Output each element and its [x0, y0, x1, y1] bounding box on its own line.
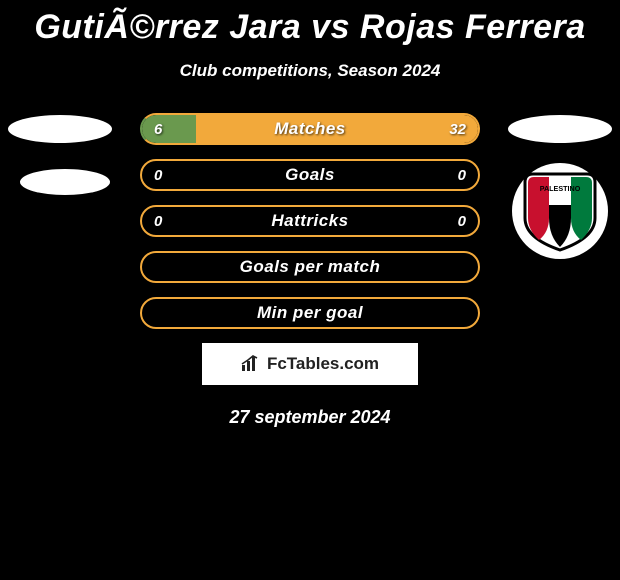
right-club-crest: PALESTINO	[512, 163, 608, 259]
bar-label: Min per goal	[142, 299, 478, 327]
palestino-shield-icon: PALESTINO	[519, 168, 601, 254]
stat-bars: 632Matches 00Goals 00Hattricks Goals per ma…	[140, 113, 480, 329]
svg-text:PALESTINO: PALESTINO	[540, 184, 581, 193]
branding-label: FcTables.com	[267, 354, 379, 374]
stat-bar-goals-per-match: Goals per match	[140, 251, 480, 283]
bar-chart-icon	[241, 355, 263, 373]
bar-label: Goals per match	[142, 253, 478, 281]
left-player-badge-1	[8, 115, 112, 143]
stat-bar-goals: 00Goals	[140, 159, 480, 191]
stat-bar-matches: 632Matches	[140, 113, 480, 145]
left-player-column	[0, 113, 120, 195]
page-title: GutiÃ©rrez Jara vs Rojas Ferrera	[0, 0, 620, 47]
right-player-column: PALESTINO	[500, 113, 620, 259]
compare-zone: PALESTINO 632Matches 00Goals 00Hattricks Go…	[0, 113, 620, 329]
bar-label: Goals	[142, 161, 478, 189]
bar-label: Hattricks	[142, 207, 478, 235]
stat-bar-hattricks: 00Hattricks	[140, 205, 480, 237]
subtitle: Club competitions, Season 2024	[0, 61, 620, 81]
bar-label: Matches	[142, 115, 478, 143]
stat-bar-min-per-goal: Min per goal	[140, 297, 480, 329]
left-player-badge-2	[20, 169, 110, 195]
right-player-badge	[508, 115, 612, 143]
branding-panel: FcTables.com	[202, 343, 418, 385]
branding-text: FcTables.com	[241, 354, 379, 374]
date-line: 27 september 2024	[0, 407, 620, 428]
